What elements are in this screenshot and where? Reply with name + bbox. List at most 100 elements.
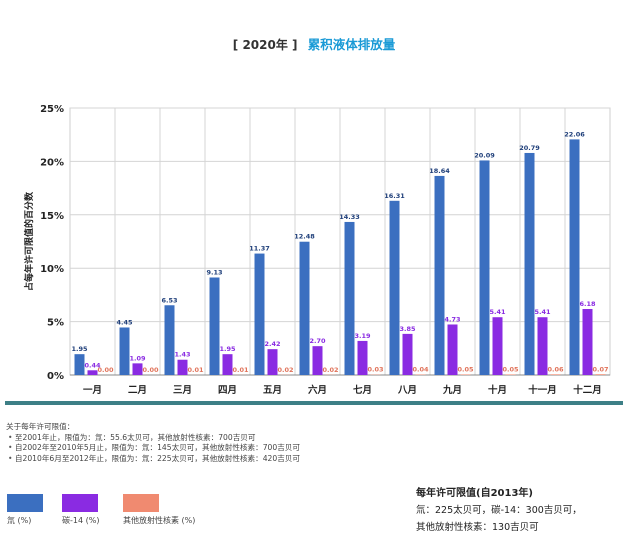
bar (344, 221, 355, 375)
bar-value-label: 9.13 (206, 268, 222, 276)
y-tick-label: 20% (40, 157, 64, 168)
legend-label: 碳-14 (%) (62, 516, 100, 525)
bar (209, 277, 220, 375)
chart-title: 累积液体排放量 (307, 37, 396, 52)
legend-label: 氚 (%) (7, 516, 32, 525)
legend-item-carbon14: 碳-14 (%) (62, 494, 99, 526)
bar-value-label: 0.05 (502, 365, 519, 373)
x-tick-label: 一月 (83, 385, 102, 396)
bar-value-label: 18.64 (429, 167, 450, 175)
bar-value-label: 0.44 (84, 361, 101, 369)
bar-value-label: 0.02 (322, 366, 338, 374)
y-tick-label: 10% (40, 264, 64, 275)
bar (434, 175, 445, 375)
notes-heading: 关于每年许可限值： (6, 422, 75, 431)
bar (357, 340, 368, 375)
bar-value-label: 0.01 (187, 366, 204, 374)
bar (492, 317, 503, 375)
bar (74, 354, 85, 375)
bar (299, 241, 310, 375)
bar-value-label: 1.95 (219, 345, 236, 353)
bar (119, 327, 130, 375)
bar-value-label: 2.42 (264, 340, 280, 348)
bar-value-label: 3.19 (354, 332, 371, 340)
bar-value-label: 20.79 (519, 144, 540, 152)
x-tick-label: 十月 (488, 384, 507, 396)
limits-line: 其他放射性核素：130吉贝可 (416, 522, 539, 533)
y-tick-label: 5% (47, 318, 64, 329)
bar (222, 354, 233, 375)
y-tick-label: 25% (40, 104, 64, 115)
bar-value-label: 11.37 (249, 245, 270, 253)
limits-line: 氚：225太贝可，碳-14：300吉贝可， (416, 505, 582, 516)
note-item: 自2010年6月至2012年止，限值为：氚：225太贝可，其他放射性核素：420… (6, 454, 300, 465)
x-tick-label: 十一月 (528, 384, 557, 396)
bar-value-label: 0.03 (367, 366, 383, 374)
limit-notes: 关于每年许可限值： 至2001年止，限值为：氚：55.6太贝可，其他放射性核素：… (6, 422, 300, 464)
bar-value-label: 5.41 (489, 308, 506, 316)
bar (132, 363, 143, 375)
x-tick-label: 十二月 (573, 384, 602, 396)
bar (87, 370, 98, 375)
bar (550, 374, 561, 375)
bar-value-label: 0.00 (97, 366, 114, 374)
x-tick-label: 五月 (263, 385, 282, 396)
bar (524, 152, 535, 375)
bar-value-label: 3.85 (399, 325, 416, 333)
bar-value-label: 0.05 (457, 365, 474, 373)
bar-value-label: 6.53 (161, 296, 177, 304)
bar-value-label: 0.02 (277, 366, 293, 374)
bar (267, 349, 278, 375)
annual-limits-box: 每年许可限值(自2013年) 氚：225太贝可，碳-14：300吉贝可， 其他放… (416, 485, 582, 536)
legend-swatch (123, 494, 159, 512)
note-item: 至2001年止，限值为：氚：55.6太贝可，其他放射性核素：700吉贝可 (6, 433, 300, 444)
bar-value-label: 0.01 (232, 366, 249, 374)
x-tick-label: 二月 (128, 385, 147, 396)
y-tick-label: 15% (40, 211, 64, 222)
x-tick-label: 九月 (442, 384, 462, 396)
year-label: [ 2020年 ] (232, 38, 298, 52)
chart-title-block: [ 2020年 ] 累积液体排放量 (0, 34, 628, 53)
bar (312, 346, 323, 375)
bar (402, 333, 413, 375)
bar-value-label: 22.06 (564, 130, 585, 138)
bar-value-label: 0.07 (592, 365, 608, 373)
bar (537, 317, 548, 375)
bar-value-label: 16.31 (384, 192, 405, 200)
bar-value-label: 0.04 (412, 366, 429, 374)
legend-item-other: 其他放射性核素 (%) (123, 494, 195, 526)
bar (569, 139, 580, 375)
bar (447, 324, 458, 375)
section-divider (5, 401, 623, 405)
bar (254, 253, 265, 375)
bar-value-label: 1.09 (129, 354, 146, 362)
legend-swatch (62, 494, 98, 512)
bar-value-label: 1.43 (174, 351, 190, 359)
legend-item-tritium: 氚 (%) (7, 494, 43, 526)
legend-swatch (7, 494, 43, 512)
bar-value-label: 20.09 (474, 151, 495, 159)
y-tick-label: 0% (47, 371, 64, 382)
bar-value-label: 4.45 (116, 318, 133, 326)
x-tick-label: 六月 (308, 384, 327, 396)
bar (595, 374, 606, 375)
bar (389, 200, 400, 375)
bar-value-label: 12.48 (294, 233, 315, 241)
bar-value-label: 1.95 (71, 345, 88, 353)
bar-value-label: 0.06 (547, 365, 564, 373)
x-tick-label: 七月 (353, 384, 372, 396)
x-tick-label: 八月 (397, 385, 417, 396)
bar-value-label: 0.00 (142, 366, 159, 374)
limits-title: 每年许可限值(自2013年) (416, 488, 533, 499)
bar-value-label: 6.18 (579, 300, 596, 308)
bar (582, 308, 593, 375)
x-tick-label: 四月 (218, 385, 237, 396)
bar-value-label: 14.33 (339, 213, 360, 221)
note-item: 自2002年至2010年5月止，限值为：氚：145太贝可，其他放射性核素：700… (6, 443, 300, 454)
bar (460, 374, 471, 375)
bar (479, 160, 490, 375)
bar-value-label: 4.73 (444, 315, 460, 323)
legend-label: 其他放射性核素 (%) (123, 516, 196, 525)
bar-chart: 0%5%10%15%20%25%占每年许可限值的百分数1.950.440.00一… (23, 104, 611, 396)
bar (177, 359, 188, 375)
